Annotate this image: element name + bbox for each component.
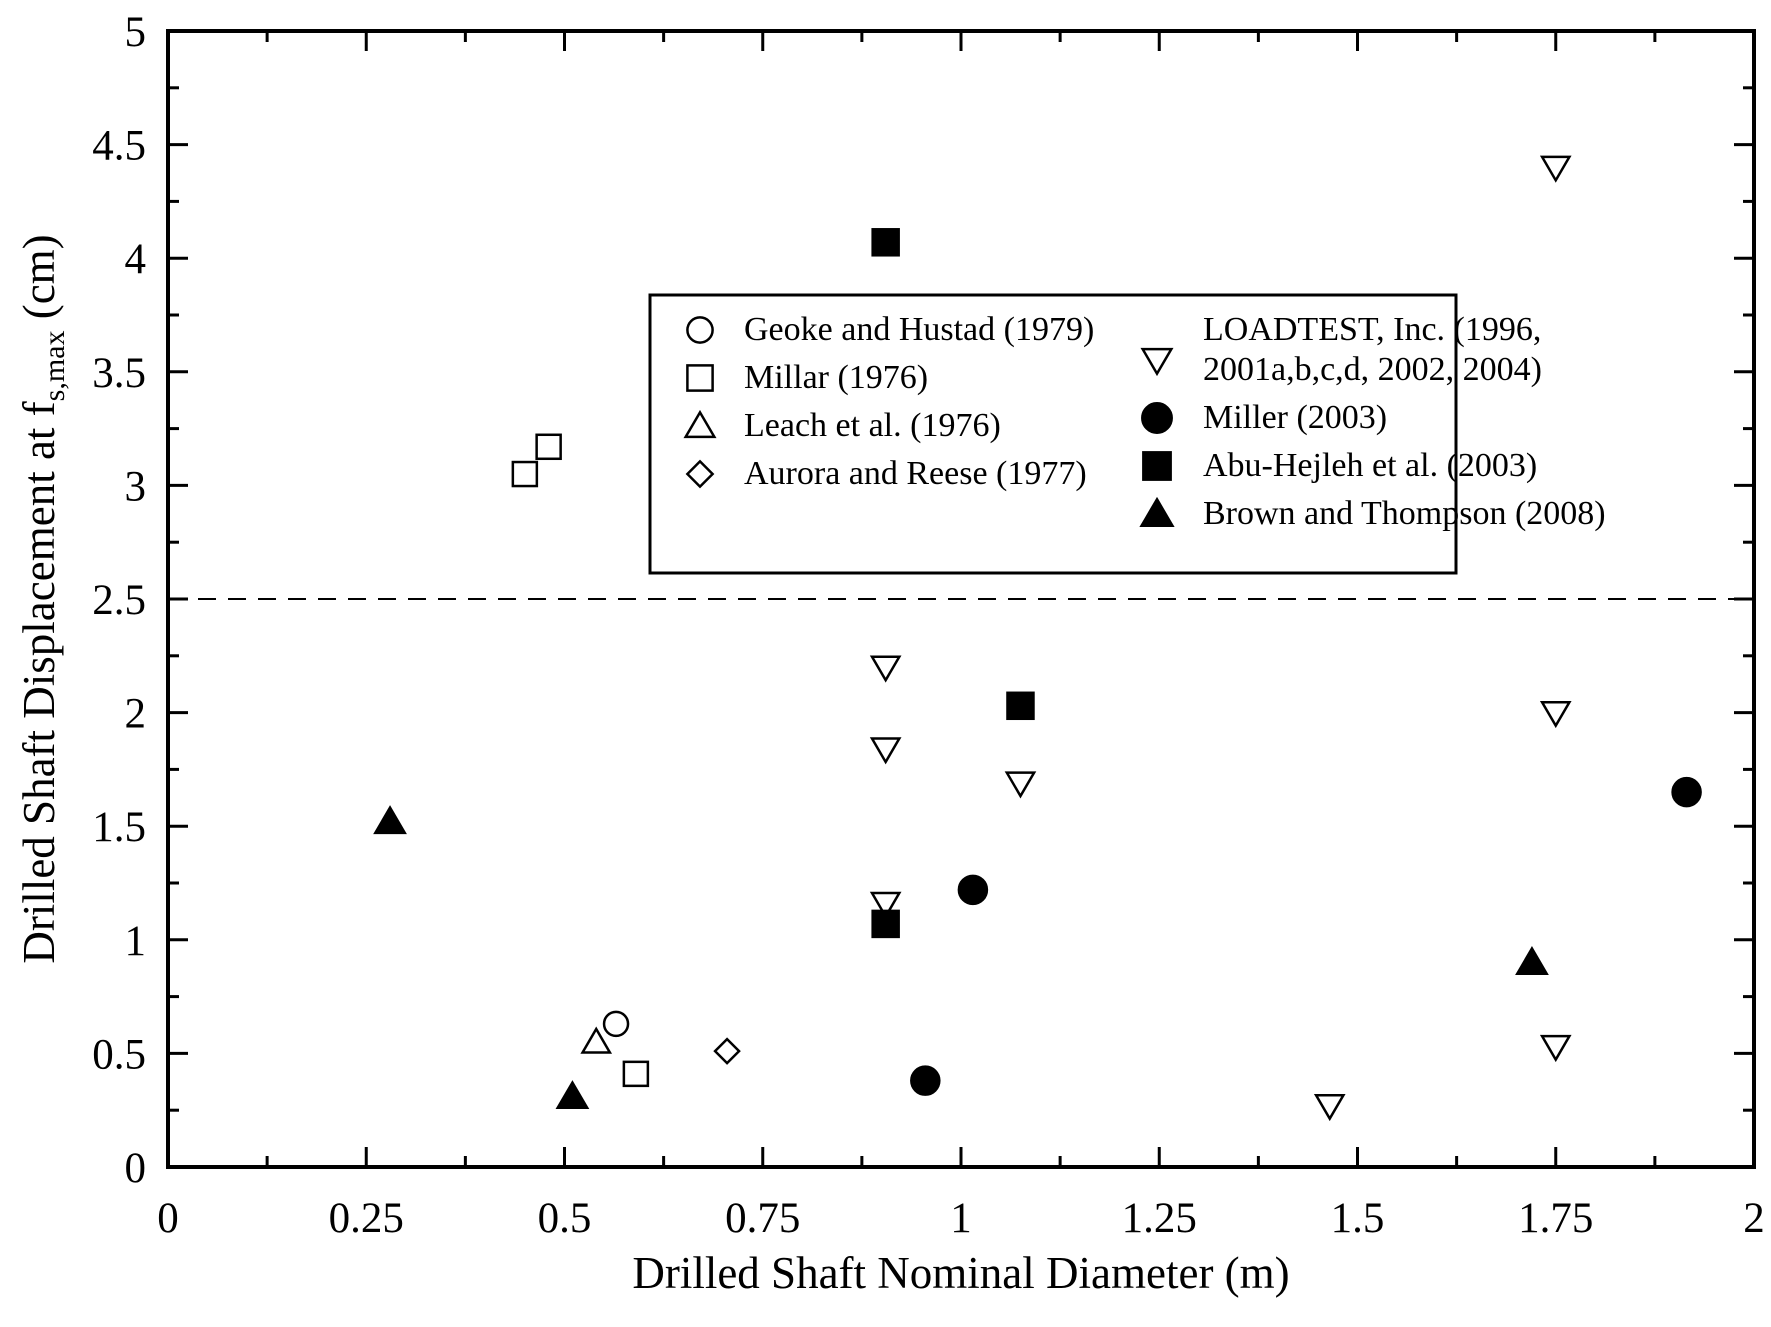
tick-labels: 0 0.25 0.5 0.75 1 1.25 1.5 1.75 2 0 0.5 1 1.5 2 2.5 3 3.… [92,9,1765,1242]
legend-marker-filled-circle [1141,402,1173,434]
legend-marker-open-square [686,364,714,392]
x-tick-label: 1.5 [1331,1195,1385,1242]
legend-label: Millar (1976) [744,359,928,396]
data-point-open-triangle-down [869,655,902,683]
y-axis-title-suffix: (cm) [14,234,64,330]
legend-marker-filled-triangle-up [1139,496,1175,528]
data-points [373,155,1702,1122]
x-tick-label: 1.25 [1122,1195,1197,1242]
data-point-open-triangle-down [1539,155,1572,183]
data-point-open-triangle-down [869,891,902,919]
legend-label: Aurora and Reese (1977) [744,455,1087,492]
data-point-open-triangle-down [1539,1034,1572,1063]
data-point-filled-circle [910,1065,941,1096]
legend-label: Miller (2003) [1203,399,1387,436]
y-tick-label: 0.5 [92,1031,146,1078]
data-point-open-square [535,433,562,461]
legend-label: LOADTEST, Inc. (1996, [1203,311,1541,348]
data-point-filled-triangle-up [1515,946,1549,975]
y-tick-label: 1 [125,918,147,965]
x-tick-label: 1 [950,1195,972,1242]
data-point-open-square [622,1060,650,1088]
y-tick-label: 4 [125,236,147,283]
data-point-open-triangle-up [580,1026,613,1054]
x-axis-title: Drilled Shaft Nominal Diameter (m) [632,1248,1289,1298]
data-point-filled-circle [1671,776,1702,808]
y-axis-title-main: Drilled Shaft Displacement at f [14,401,64,963]
data-point-filled-square [871,228,900,257]
y-axis-title: Drilled Shaft Displacement at fs,max (cm… [14,234,71,963]
y-tick-label: 2 [125,691,147,738]
legend-marker-open-diamond [685,459,715,489]
data-point-open-triangle-down [1004,771,1037,799]
data-point-open-triangle-down [869,737,902,765]
data-point-filled-triangle-up [373,805,407,835]
x-tick-label: 0.5 [538,1195,592,1242]
x-tick-label: 2 [1743,1195,1765,1242]
legend-label: Leach et al. (1976) [744,407,1001,444]
legend-label: 2001a,b,c,d, 2002, 2004) [1203,351,1542,388]
data-point-open-triangle-down [1313,1094,1346,1122]
data-point-open-square [511,460,539,488]
data-point-open-triangle-down [1539,700,1572,729]
x-tick-label: 0.25 [329,1195,404,1242]
legend-marker-filled-square [1142,451,1172,481]
legend-marker-open-triangle-up [683,409,717,439]
legend: Geoke and Hustad (1979) Millar (1976) Leac… [648,293,1606,575]
data-point-open-diamond [713,1037,741,1065]
legend-label: Brown and Thompson (2008) [1203,495,1606,532]
y-tick-label: 0 [125,1145,147,1192]
data-point-filled-square [1006,691,1035,721]
legend-box [648,293,1458,575]
legend-marker-open-triangle-down [1140,347,1174,377]
data-point-filled-triangle-up [555,1080,590,1110]
y-tick-label: 3.5 [92,350,146,397]
y-tick-label: 3 [125,463,147,510]
y-tick-label: 1.5 [92,804,146,851]
data-point-filled-square [871,909,900,939]
y-tick-label: 4.5 [92,123,146,170]
y-axis-title-subscript: s,max [38,331,71,402]
y-tick-label: 5 [125,9,147,56]
legend-items: Geoke and Hustad (1979) Millar (1976) Leac… [683,311,1606,532]
legend-label: Geoke and Hustad (1979) [744,311,1094,348]
legend-label: Abu-Hejleh et al. (2003) [1203,447,1537,484]
data-point-open-circle [602,1010,630,1038]
x-tick-label: 0.75 [725,1195,800,1242]
x-tick-label: 1.75 [1518,1195,1593,1242]
data-point-filled-circle [957,874,989,906]
legend-marker-open-circle [686,316,714,344]
x-tick-label: 0 [157,1195,179,1242]
y-tick-label: 2.5 [92,577,146,624]
